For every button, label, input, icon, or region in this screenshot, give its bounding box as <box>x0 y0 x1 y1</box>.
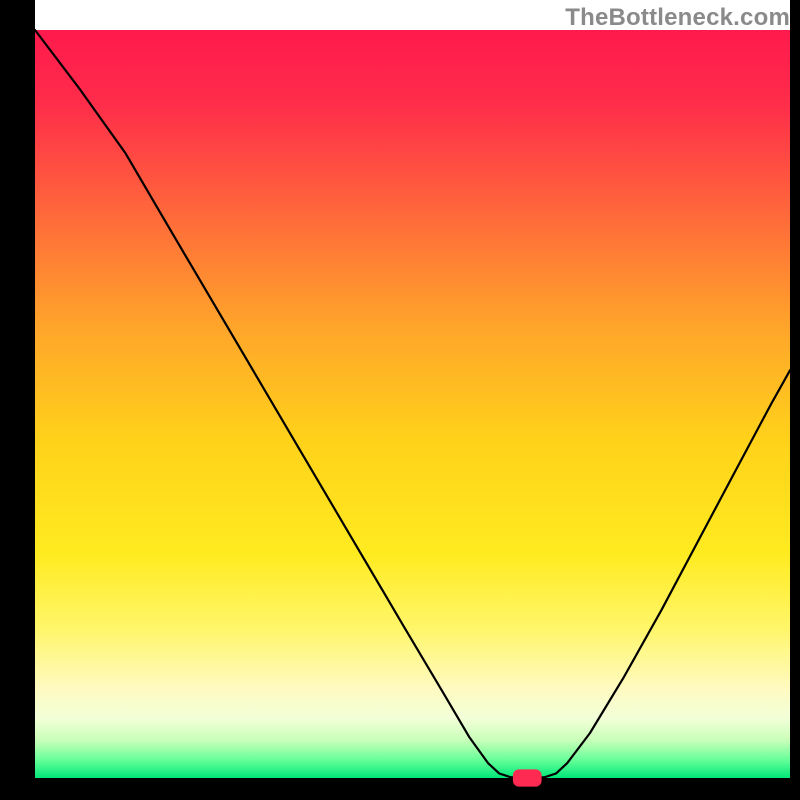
minimum-point-marker <box>513 769 542 786</box>
chart-container: TheBottleneck.com <box>0 0 800 800</box>
axis-border-right <box>790 0 800 800</box>
gradient-background <box>35 30 790 778</box>
axis-border-bottom <box>0 778 800 800</box>
bottleneck-curve-chart <box>0 0 800 800</box>
axis-border-left <box>0 0 35 800</box>
watermark-text: TheBottleneck.com <box>565 4 790 32</box>
